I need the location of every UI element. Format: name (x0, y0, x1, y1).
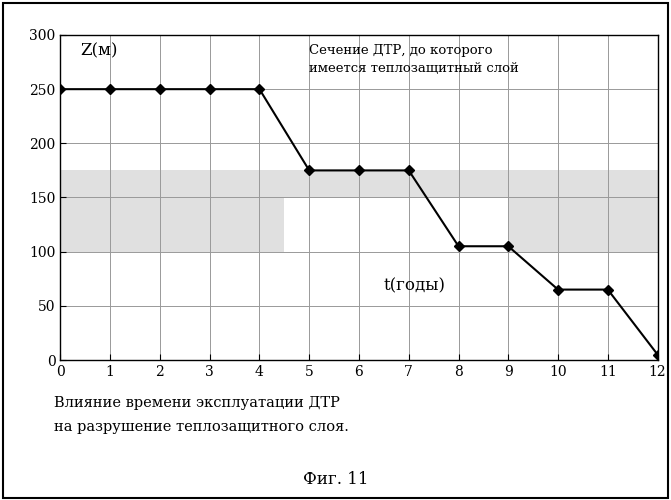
Bar (285, 170, 658, 198)
Bar (509, 198, 658, 252)
Text: на разрушение теплозащитного слоя.: на разрушение теплозащитного слоя. (54, 420, 348, 434)
Bar (60, 170, 285, 252)
Text: Фиг. 11: Фиг. 11 (303, 472, 368, 488)
Text: t(годы): t(годы) (384, 278, 446, 295)
Text: Z(м): Z(м) (81, 42, 118, 59)
Text: Влияние времени эксплуатации ДТР: Влияние времени эксплуатации ДТР (54, 396, 340, 409)
Text: Сечение ДТР, до которого
имеется теплозащитный слой: Сечение ДТР, до которого имеется теплоза… (309, 44, 519, 74)
